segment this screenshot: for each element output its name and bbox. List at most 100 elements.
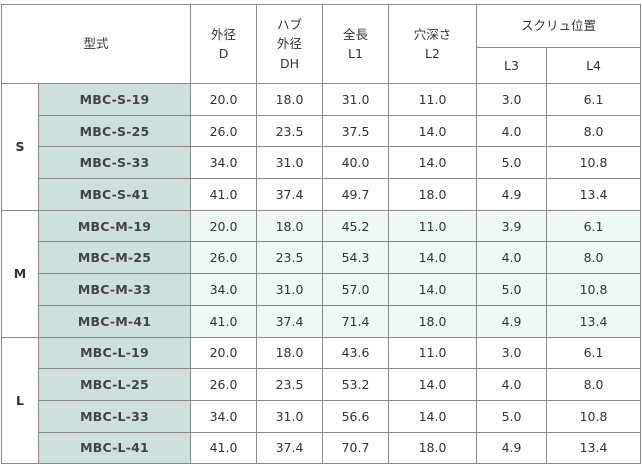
hub-diameter-cell: 37.4 [256,304,324,338]
hub-diameter-cell: 31.0 [256,399,324,433]
l4-cell: 8.0 [546,241,642,275]
hub-diameter-cell: 37.4 [256,431,324,465]
header-hub-diameter: ハブ 外径 DH [256,4,324,84]
model-cell: MBC-L-41 [37,431,192,465]
hole-depth-cell: 14.0 [388,241,478,275]
hole-depth-cell: 18.0 [388,304,478,338]
l4-cell: 13.4 [546,304,642,338]
total-length-cell: 57.0 [322,273,390,306]
model-cell: MBC-M-41 [37,304,192,338]
l4-cell: 8.0 [546,368,642,401]
l3-cell: 4.0 [476,368,548,401]
total-length-cell: 45.2 [322,209,390,243]
header-total-length-symbol: L1 [348,46,363,61]
header-hub-diameter-jp1: ハブ [277,16,303,32]
hole-depth-cell: 11.0 [388,83,478,116]
outer-diameter-cell: 26.0 [190,241,258,275]
outer-diameter-cell: 41.0 [190,304,258,338]
hole-depth-cell: 11.0 [388,336,478,370]
total-length-cell: 43.6 [322,336,390,370]
group-label: S [1,83,39,211]
model-cell: MBC-S-41 [37,178,192,211]
header-model: 型式 [0,4,192,84]
outer-diameter-cell: 26.0 [190,368,258,401]
table-row: MBC-L-33 34.0 31.0 56.6 14.0 5.0 10.8 [2,399,642,433]
group-label: M [1,209,39,338]
total-length-cell: 54.3 [322,241,390,275]
table-header: 型式 外径 D ハブ 外径 DH 全長 L1 穴深さ L2 スクリュ位置 L3 … [0,4,642,84]
l3-cell: 3.0 [476,336,548,370]
table-row: MBC-L-25 26.0 23.5 53.2 14.0 4.0 8.0 [2,368,642,401]
outer-diameter-cell: 20.0 [190,209,258,243]
table-row: MBC-L-41 41.0 37.4 70.7 18.0 4.9 13.4 [2,431,642,465]
model-cell: MBC-L-19 [37,336,192,370]
model-cell: MBC-L-25 [37,368,192,401]
total-length-cell: 71.4 [322,304,390,338]
hub-diameter-cell: 23.5 [256,368,324,401]
table-row: MBC-S-41 41.0 37.4 49.7 18.0 4.9 13.4 [2,178,642,211]
hub-diameter-cell: 23.5 [256,241,324,275]
table-row: MBC-M-25 26.0 23.5 54.3 14.0 4.0 8.0 [2,241,642,275]
hole-depth-cell: 14.0 [388,399,478,433]
hole-depth-cell: 14.0 [388,114,478,148]
l3-cell: 4.9 [476,431,548,465]
model-cell: MBC-M-33 [37,273,192,306]
header-screw-position: スクリュ位置 [476,4,642,48]
l4-cell: 13.4 [546,431,642,465]
hub-diameter-cell: 23.5 [256,114,324,148]
model-cell: MBC-S-25 [37,114,192,148]
hole-depth-cell: 18.0 [388,431,478,465]
table-row: M MBC-M-19 20.0 18.0 45.2 11.0 3.9 6.1 [1,209,642,338]
outer-diameter-cell: 41.0 [190,431,258,465]
header-l3: L3 [476,47,548,84]
header-hole-depth: 穴深さ L2 [388,4,478,84]
hole-depth-cell: 18.0 [388,178,478,211]
table-row: L MBC-L-19 20.0 18.0 43.6 11.0 3.0 6.1 [1,336,642,465]
header-total-length: 全長 L1 [322,4,390,84]
total-length-cell: 70.7 [322,431,390,465]
model-cell: MBC-M-19 [37,209,192,243]
hole-depth-cell: 14.0 [388,368,478,401]
total-length-cell: 31.0 [322,83,390,116]
l4-cell: 6.1 [546,209,642,243]
header-outer-diameter-jp: 外径 [211,26,237,42]
header-outer-diameter: 外径 D [190,4,258,84]
table-row: MBC-S-25 26.0 23.5 37.5 14.0 4.0 8.0 [2,114,642,148]
group-label: L [1,336,39,465]
table-row: S MBC-S-19 20.0 18.0 31.0 11.0 3.0 6.1 [1,83,642,211]
l3-cell: 5.0 [476,146,548,180]
model-cell: MBC-M-25 [37,241,192,275]
total-length-cell: 49.7 [322,178,390,211]
header-hub-diameter-jp2: 外径 [277,36,303,52]
l4-cell: 8.0 [546,114,642,148]
total-length-cell: 40.0 [322,146,390,180]
l3-cell: 4.9 [476,178,548,211]
header-hole-depth-jp: 穴深さ [413,26,452,42]
hub-diameter-cell: 18.0 [256,336,324,370]
hole-depth-cell: 14.0 [388,146,478,180]
total-length-cell: 37.5 [322,114,390,148]
model-cell: MBC-S-33 [37,146,192,180]
outer-diameter-cell: 34.0 [190,273,258,306]
group-m: M MBC-M-19 20.0 18.0 45.2 11.0 3.9 6.1 MBC-M-25 2… [1,209,642,338]
l3-cell: 4.0 [476,241,548,275]
hub-diameter-cell: 31.0 [256,146,324,180]
outer-diameter-cell: 20.0 [190,336,258,370]
model-cell: MBC-S-19 [37,83,192,116]
group-s: S MBC-S-19 20.0 18.0 31.0 11.0 3.0 6.1 MBC-S-25 2… [1,83,642,211]
hole-depth-cell: 14.0 [388,273,478,306]
hub-diameter-cell: 37.4 [256,178,324,211]
header-outer-diameter-symbol: D [218,46,229,61]
hub-diameter-cell: 18.0 [256,83,324,116]
hub-diameter-cell: 18.0 [256,209,324,243]
l4-cell: 10.8 [546,399,642,433]
total-length-cell: 56.6 [322,399,390,433]
total-length-cell: 53.2 [322,368,390,401]
outer-diameter-cell: 20.0 [190,83,258,116]
table-row: MBC-M-41 41.0 37.4 71.4 18.0 4.9 13.4 [2,304,642,338]
table-row: MBC-S-33 34.0 31.0 40.0 14.0 5.0 10.8 [2,146,642,180]
header-hub-diameter-symbol: DH [280,55,300,71]
l3-cell: 5.0 [476,273,548,306]
l4-cell: 10.8 [546,146,642,180]
l3-cell: 4.9 [476,304,548,338]
